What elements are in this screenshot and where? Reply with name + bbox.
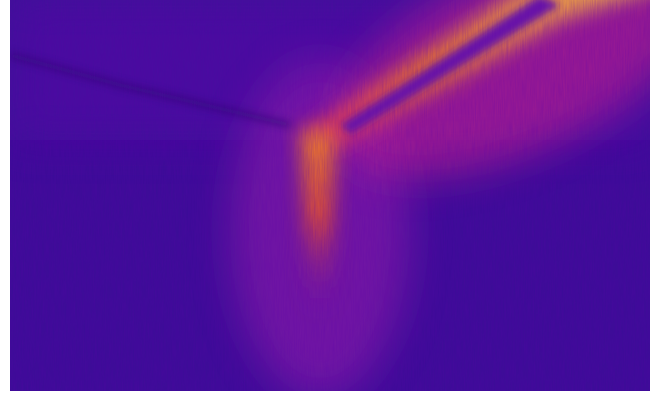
scene: [10, 0, 650, 391]
sensor-noise: [10, 0, 650, 391]
